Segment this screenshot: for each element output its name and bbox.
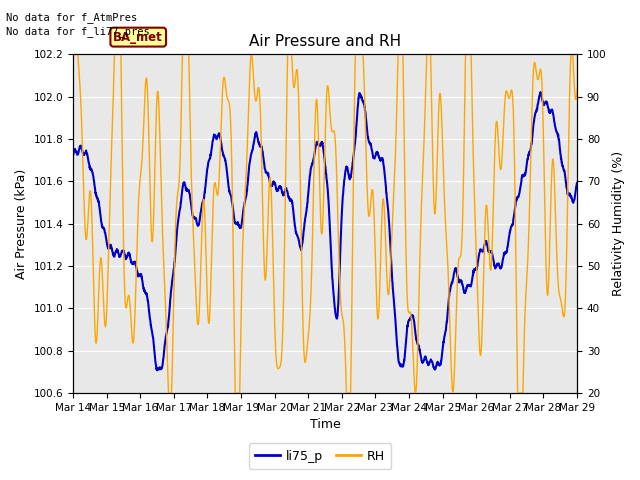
Text: No data for f_li77_pres: No data for f_li77_pres — [6, 26, 150, 37]
Y-axis label: Air Pressure (kPa): Air Pressure (kPa) — [15, 168, 28, 279]
Title: Air Pressure and RH: Air Pressure and RH — [249, 34, 401, 49]
Text: BA_met: BA_met — [113, 31, 163, 44]
Y-axis label: Relativity Humidity (%): Relativity Humidity (%) — [612, 151, 625, 296]
Text: No data for f_AtmPres: No data for f_AtmPres — [6, 12, 138, 23]
Legend: li75_p, RH: li75_p, RH — [248, 444, 392, 469]
X-axis label: Time: Time — [310, 419, 340, 432]
